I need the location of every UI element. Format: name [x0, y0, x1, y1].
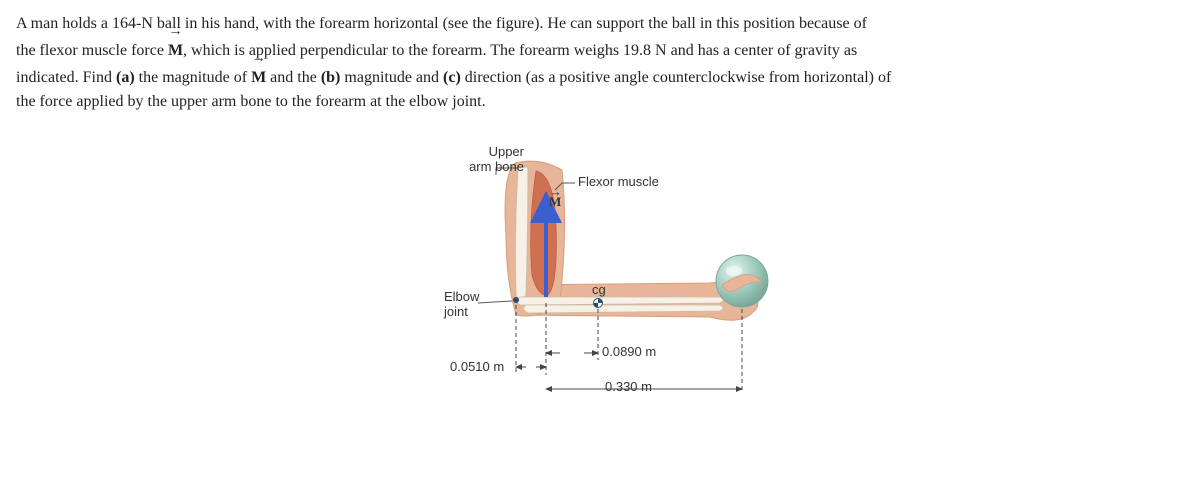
text: the flexor muscle force: [16, 42, 168, 59]
cg-marker: [594, 299, 603, 308]
label-M: → M: [549, 195, 561, 210]
vector-arrow-icon: →: [251, 55, 266, 63]
text: , which is applied perpendicular to the …: [183, 42, 623, 59]
vector-M: →M: [251, 64, 266, 91]
label-flexor: Flexor muscle: [578, 175, 659, 190]
vector-arrow-icon: →: [168, 28, 183, 36]
ball-highlight: [726, 266, 742, 276]
part-a-label: (a): [116, 69, 135, 86]
forearm-figure: Upper arm bone Flexor muscle → M Elbow j…: [420, 145, 780, 405]
text: the magnitude of: [135, 69, 251, 86]
text: and has a center of gravity as: [667, 42, 858, 59]
text: magnitude and: [340, 69, 443, 86]
leader-elbow: [478, 301, 512, 303]
vector-arrow-icon: →: [549, 185, 562, 200]
text: direction (as a positive angle countercl…: [461, 69, 892, 86]
label-cg: cg: [592, 283, 606, 298]
label-d2: 0.0890 m: [602, 345, 656, 360]
label-line: joint: [444, 304, 468, 319]
text: the force applied by the upper arm bone …: [16, 93, 486, 110]
label-d1: 0.0510 m: [450, 360, 504, 375]
label-upper-arm: Upper arm bone: [464, 145, 524, 175]
vector-letter: M: [168, 42, 183, 59]
text: ball in his hand, with the forearm horiz…: [153, 15, 867, 32]
upper-arm-bone: [515, 167, 528, 300]
label-line: arm bone: [469, 159, 524, 174]
part-b-label: (b): [321, 69, 341, 86]
elbow-joint-dot: [513, 297, 519, 303]
label-line: Upper: [489, 144, 524, 159]
ball-force-value: 164-N: [112, 15, 153, 32]
text: indicated. Find: [16, 69, 116, 86]
part-c-label: (c): [443, 69, 461, 86]
figure-container: Upper arm bone Flexor muscle → M Elbow j…: [16, 145, 1184, 405]
label-d3: 0.330 m: [605, 380, 652, 395]
problem-statement: A man holds a 164-N ball in his hand, wi…: [16, 12, 1184, 115]
forearm-weight-value: 19.8 N: [623, 42, 667, 59]
label-elbow: Elbow joint: [444, 290, 479, 320]
text: A man holds a: [16, 15, 112, 32]
vector-M: →M: [168, 37, 183, 64]
text: and the: [266, 69, 321, 86]
label-line: Elbow: [444, 289, 479, 304]
vector-letter: M: [251, 69, 266, 86]
